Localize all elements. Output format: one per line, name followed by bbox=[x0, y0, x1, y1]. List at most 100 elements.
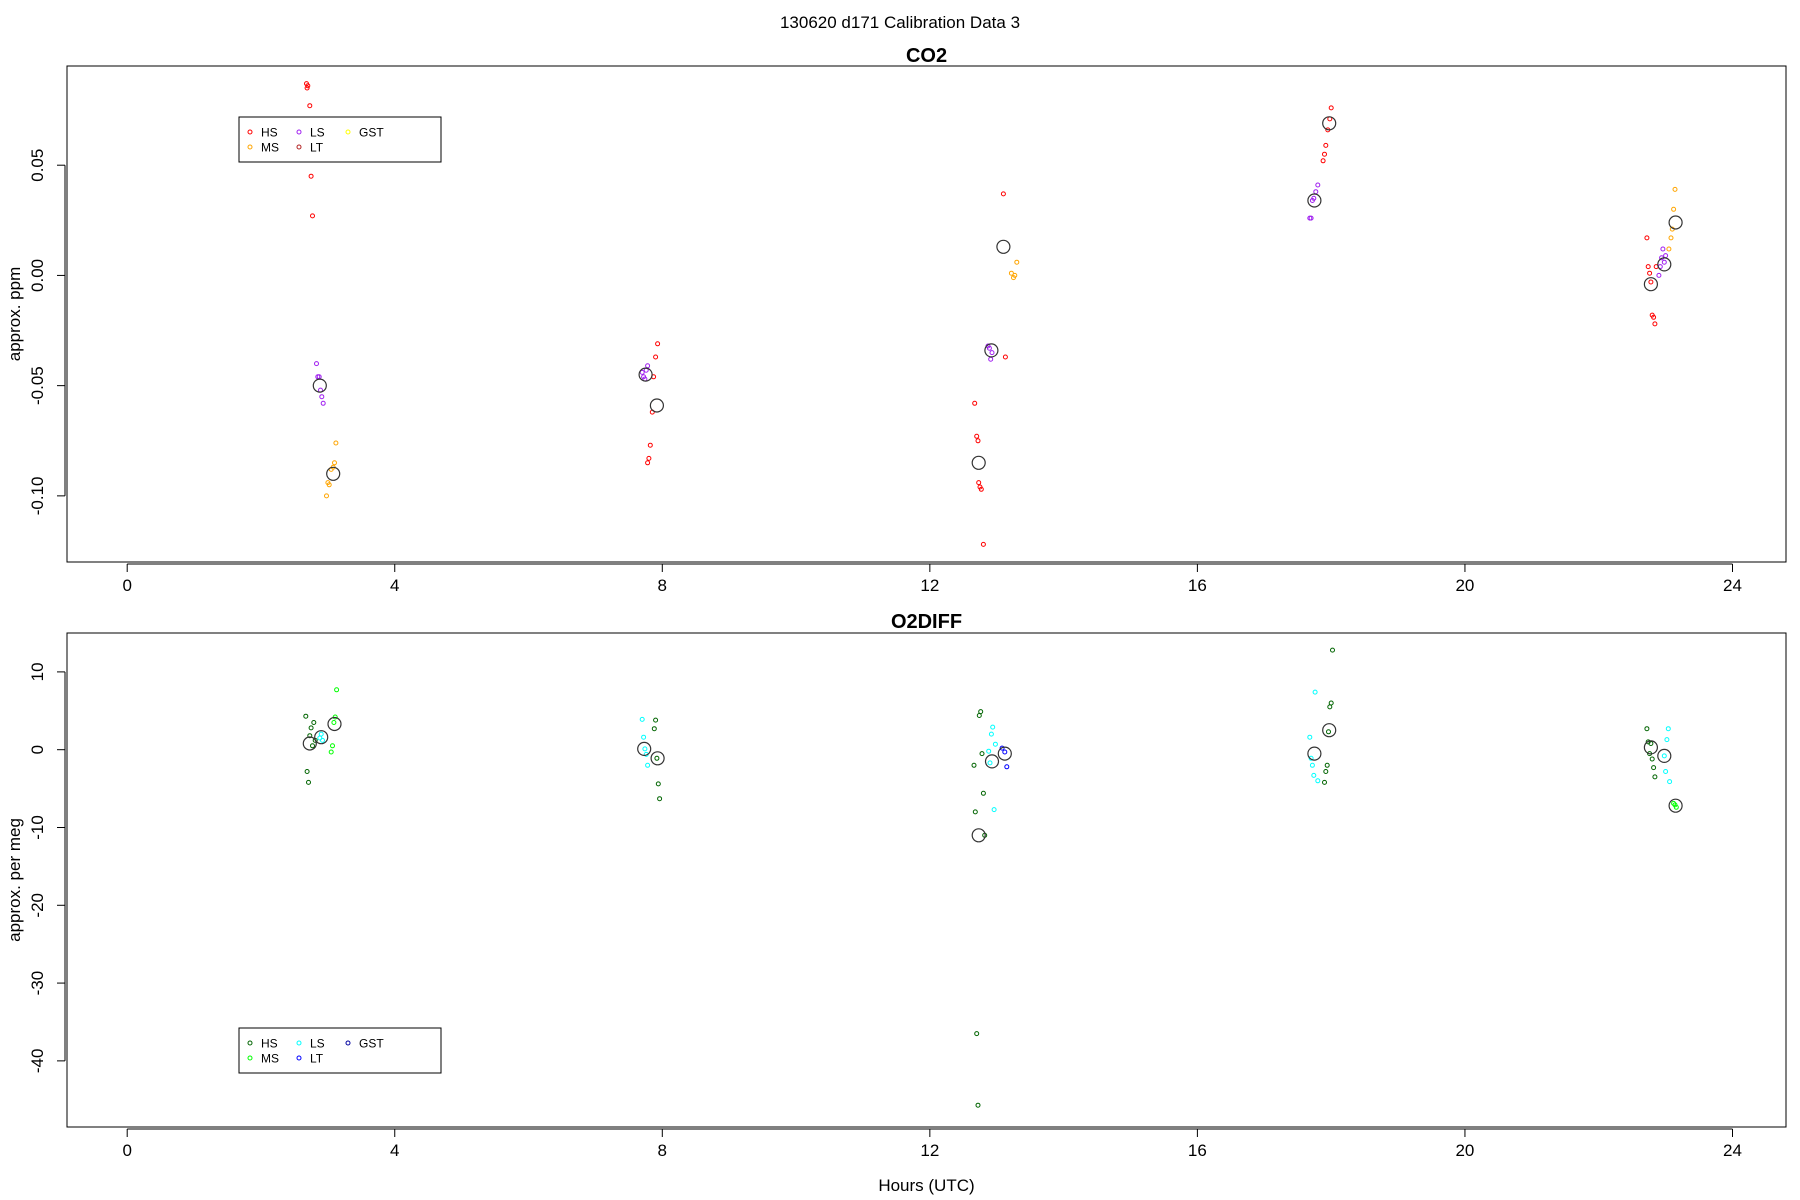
o2diff-data-point bbox=[1328, 700, 1334, 706]
o2diff-data-point bbox=[1312, 689, 1318, 695]
o2diff-legend-box bbox=[238, 1027, 442, 1074]
o2diff-data-point bbox=[1667, 779, 1673, 785]
co2-mean-point bbox=[1657, 257, 1672, 272]
co2-data-point bbox=[1648, 279, 1654, 285]
co2-mean-point bbox=[649, 398, 665, 413]
co2-data-point bbox=[1322, 151, 1327, 157]
o2diff-data-point bbox=[651, 726, 657, 732]
co2-data-point bbox=[1661, 259, 1667, 265]
co2-data-point bbox=[1672, 186, 1678, 192]
co2-data-point bbox=[1323, 142, 1329, 148]
o2diff-data-point bbox=[1663, 769, 1669, 774]
o2diff-mean-point bbox=[314, 730, 329, 745]
co2-x-tick-label: 8 bbox=[658, 576, 667, 595]
co2-data-point bbox=[304, 85, 310, 91]
o2diff-legend-label-gst: GST bbox=[359, 1037, 384, 1051]
co2-series-hs bbox=[304, 81, 1659, 547]
co2-data-point bbox=[1647, 270, 1653, 276]
o2diff-data-point bbox=[1324, 762, 1330, 768]
o2diff-mean-point bbox=[1322, 723, 1337, 738]
o2diff-y-tick-label: 0 bbox=[28, 745, 47, 754]
co2-x-tick-label: 4 bbox=[390, 576, 399, 595]
co2-data-point bbox=[326, 482, 332, 488]
o2diff-data-point bbox=[332, 714, 338, 720]
co2-data-point bbox=[319, 394, 325, 400]
co2-legend-marker-ms bbox=[247, 144, 253, 150]
o2diff-data-point bbox=[1307, 734, 1313, 740]
o2diff-data-point bbox=[320, 737, 325, 743]
co2-data-point bbox=[978, 486, 984, 492]
o2diff-data-point bbox=[330, 743, 335, 749]
co2-legend-marker-lt bbox=[296, 144, 302, 150]
o2diff-mean-point bbox=[1657, 748, 1672, 764]
co2-mean-point bbox=[326, 466, 341, 481]
co2-data-point bbox=[1328, 105, 1334, 111]
co2-y-tick-label: -0.05 bbox=[28, 366, 47, 405]
o2diff-y-axis-title: approx. per meg bbox=[5, 818, 24, 942]
co2-data-point bbox=[1652, 321, 1658, 327]
co2-legend-label-lt: LT bbox=[310, 141, 324, 155]
co2-y-axis-title: approx. ppm bbox=[5, 267, 24, 362]
co2-data-point bbox=[332, 460, 337, 466]
o2diff-x-axis-title: Hours (UTC) bbox=[878, 1176, 974, 1195]
co2-data-point bbox=[647, 442, 653, 448]
o2diff-data-point bbox=[1326, 729, 1331, 735]
co2-data-point bbox=[1315, 182, 1321, 188]
co2-data-point bbox=[646, 455, 652, 461]
o2diff-legend-label-ls: LS bbox=[310, 1037, 325, 1051]
o2diff-y-tick-label: -40 bbox=[28, 1049, 47, 1074]
o2diff-mean-point bbox=[650, 751, 665, 766]
o2diff-panel-title: O2DIFF bbox=[891, 611, 962, 633]
co2-data-point bbox=[1320, 158, 1326, 164]
o2diff-data-point bbox=[1311, 772, 1317, 778]
co2-mean-point bbox=[312, 378, 327, 393]
co2-mean-point bbox=[996, 239, 1011, 254]
o2diff-data-point bbox=[987, 760, 993, 766]
o2diff-data-point bbox=[657, 796, 663, 802]
o2diff-data-point bbox=[654, 755, 660, 761]
co2-legend-box bbox=[238, 116, 442, 163]
co2-panel: CO2 0 4 8 12 16 20 24 -0.10 -0.05 0.00 0.05 approx. … bbox=[5, 45, 1787, 595]
co2-data-point bbox=[1671, 206, 1677, 212]
co2-data-point bbox=[1308, 215, 1314, 221]
co2-data-point bbox=[980, 541, 986, 547]
o2diff-y-tick-label: -30 bbox=[28, 971, 47, 996]
o2diff-legend-label-lt: LT bbox=[310, 1052, 324, 1066]
o2diff-data-point bbox=[1652, 774, 1658, 780]
o2diff-series-ls bbox=[317, 689, 1673, 813]
o2diff-data-point bbox=[979, 751, 985, 757]
co2-data-point bbox=[645, 363, 651, 369]
o2diff-legend-label-hs: HS bbox=[261, 1037, 278, 1051]
figure-title: 130620 d171 Calibration Data 3 bbox=[780, 13, 1020, 32]
o2diff-y-tick-label: -10 bbox=[28, 815, 47, 840]
co2-legend-label-gst: GST bbox=[359, 126, 384, 140]
o2diff-plot-frame bbox=[66, 632, 1787, 1128]
o2diff-data-point bbox=[1673, 804, 1679, 810]
co2-data-point bbox=[989, 350, 995, 356]
o2diff-data-point bbox=[331, 720, 337, 725]
co2-data-point bbox=[1311, 195, 1317, 201]
o2diff-data-point bbox=[990, 724, 996, 730]
o2diff-y-tick-label: 10 bbox=[28, 662, 47, 681]
o2diff-data-point bbox=[988, 731, 994, 737]
o2diff-data-point bbox=[1322, 779, 1327, 785]
o2diff-data-point bbox=[334, 687, 340, 693]
co2-data-point bbox=[1656, 272, 1662, 278]
o2diff-data-point bbox=[974, 1031, 980, 1037]
co2-mean-point bbox=[638, 367, 653, 382]
co2-data-point bbox=[974, 433, 980, 439]
co2-x-tick-label: 12 bbox=[920, 576, 939, 595]
co2-data-point bbox=[972, 400, 978, 406]
co2-data-point bbox=[655, 341, 661, 347]
co2-x-tick-label: 0 bbox=[122, 576, 131, 595]
co2-data-point bbox=[1313, 189, 1319, 195]
co2-data-point bbox=[1651, 314, 1657, 320]
o2diff-x-tick-label: 8 bbox=[658, 1141, 667, 1160]
co2-mean-point bbox=[984, 343, 999, 358]
co2-data-point bbox=[320, 400, 326, 406]
co2-data-point bbox=[988, 356, 994, 362]
o2diff-data-point bbox=[1323, 769, 1329, 774]
